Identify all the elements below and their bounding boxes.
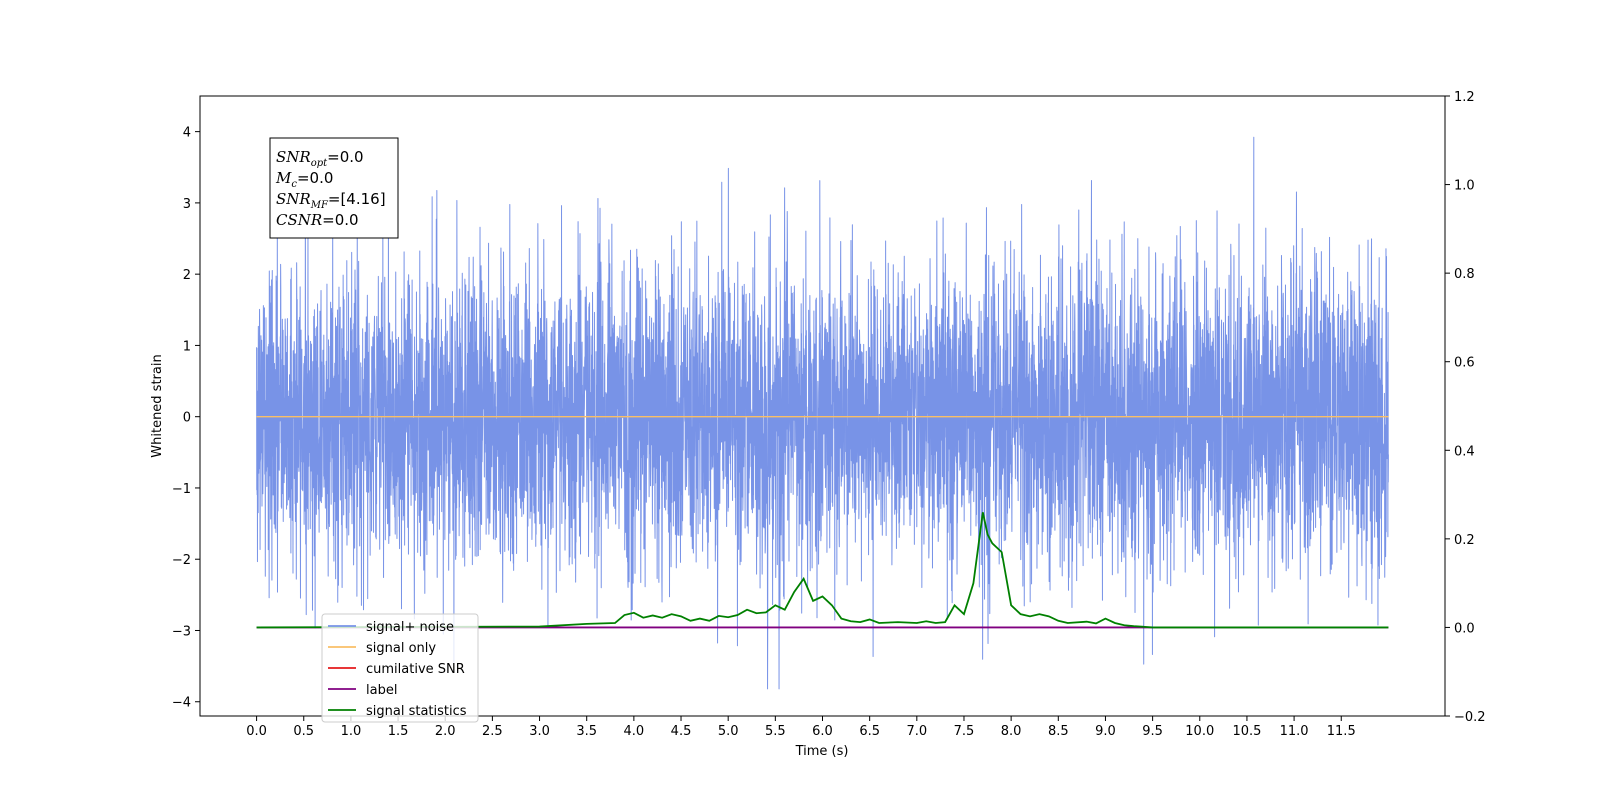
- legend-frame: [321, 613, 479, 723]
- y-tick-label: 4: [183, 126, 191, 141]
- stats-value: =0.0: [297, 169, 333, 187]
- stats-symbol: CSNR: [276, 211, 322, 229]
- y2-tick-label: 1.2: [1454, 90, 1475, 105]
- stats-subscript: opt: [311, 158, 328, 169]
- x-tick-label: 3.5: [576, 724, 597, 739]
- x-tick-label: 8.0: [1001, 724, 1022, 739]
- x-axis-label: Time (s): [795, 744, 849, 759]
- x-tick-label: 0.5: [293, 724, 314, 739]
- x-tick-label: 1.5: [388, 724, 409, 739]
- y2-tick-label: 0.8: [1454, 267, 1475, 282]
- legend-label: signal+ noise: [366, 620, 454, 635]
- series-signal-noise-line: [256, 136, 1389, 690]
- y2-tick-label: 0.4: [1454, 444, 1475, 459]
- x-tick-label: 11.0: [1280, 724, 1309, 739]
- stats-entry: CSNR=0.0: [276, 211, 359, 229]
- y2-tick-label: 0.6: [1454, 356, 1475, 371]
- y-axis-label: Whitened strain: [150, 354, 165, 457]
- stats-symbol: SNR: [276, 190, 311, 208]
- x-tick-label: 6.0: [812, 724, 833, 739]
- stats-symbol: M: [275, 169, 292, 187]
- x-tick-label: 10.0: [1185, 724, 1214, 739]
- y2-tick-label: −0.2: [1454, 710, 1486, 725]
- series-signal-statistics-line: [256, 512, 1389, 629]
- y-tick-label: −1: [172, 482, 191, 497]
- stats-entry: Mc=0.0: [275, 169, 333, 190]
- legend-label: label: [366, 683, 397, 698]
- stats-entry: SNRopt=0.0: [276, 148, 364, 169]
- stats-value: =0.0: [327, 148, 363, 166]
- x-tick-label: 9.5: [1142, 724, 1163, 739]
- stats-subscript: MF: [310, 200, 329, 211]
- legend-label: signal statistics: [366, 704, 467, 719]
- x-tick-label: 2.0: [435, 724, 456, 739]
- legend-label: signal only: [366, 641, 436, 656]
- x-tick-label: 7.5: [954, 724, 975, 739]
- x-tick-label: 7.0: [906, 724, 927, 739]
- x-tick-label: 5.0: [718, 724, 739, 739]
- y2-tick-label: 0.0: [1454, 621, 1475, 636]
- y2-tick-label: 1.0: [1454, 179, 1475, 194]
- x-tick-label: 6.5: [859, 724, 880, 739]
- x-tick-label: 9.0: [1095, 724, 1116, 739]
- x-tick-label: 11.5: [1327, 724, 1356, 739]
- x-tick-label: 2.5: [482, 724, 503, 739]
- legend: signal+ noise signal only cumilative SNR la…: [321, 613, 479, 723]
- x-tick-label: 1.0: [341, 724, 362, 739]
- stats-entry: SNRMF=[4.16]: [276, 190, 386, 211]
- y-tick-label: 0: [183, 411, 191, 426]
- x-tick-label: 10.5: [1232, 724, 1261, 739]
- stats-symbol: SNR: [276, 148, 311, 166]
- x-tick-label: 0.0: [246, 724, 267, 739]
- stats-subscript: c: [291, 179, 297, 190]
- y-tick-label: 2: [183, 268, 191, 283]
- y2-tick-label: 0.2: [1454, 533, 1475, 548]
- stats-value: =0.0: [322, 211, 358, 229]
- y-tick-label: 1: [183, 339, 191, 354]
- y-tick-label: 3: [183, 197, 191, 212]
- stats-box-frame: [269, 137, 399, 239]
- y-tick-label: −2: [172, 553, 191, 568]
- x-tick-label: 8.5: [1048, 724, 1069, 739]
- x-tick-label: 3.0: [529, 724, 550, 739]
- x-tick-label: 4.5: [671, 724, 692, 739]
- legend-label: cumilative SNR: [366, 662, 465, 677]
- x-tick-label: 4.0: [624, 724, 645, 739]
- x-tick-label: 5.5: [765, 724, 786, 739]
- stats-value: =[4.16]: [328, 190, 386, 208]
- y-tick-label: −3: [172, 624, 191, 639]
- y-tick-label: −4: [172, 696, 191, 711]
- axes-layer: 0.0 0.5 1.0 1.5 2.0 2.5 3.0 3.5 4.0 4.5 5.0 5.5 6.0 6…: [172, 90, 1486, 739]
